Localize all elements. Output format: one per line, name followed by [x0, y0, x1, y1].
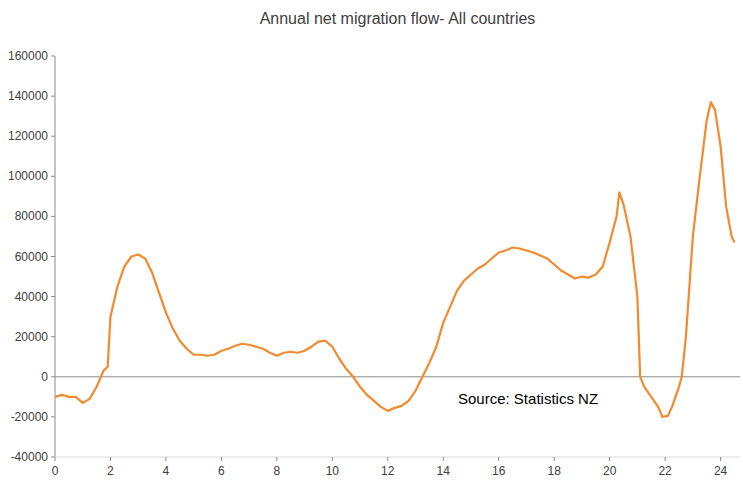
x-tick — [665, 457, 666, 461]
x-tick-label: 0 — [52, 464, 59, 478]
x-tick-label: 18 — [548, 464, 562, 478]
y-tick — [51, 56, 55, 57]
chart-svg: Annual net migration flow- All countries… — [0, 0, 743, 504]
y-tick — [51, 457, 55, 458]
y-tick-label: 0 — [41, 370, 48, 384]
x-tick — [332, 457, 333, 461]
x-tick — [165, 457, 166, 461]
x-tick — [609, 457, 610, 461]
y-tick — [51, 416, 55, 417]
y-tick-label: 120000 — [8, 129, 48, 143]
x-tick — [498, 457, 499, 461]
x-tick-label: 16 — [492, 464, 506, 478]
y-tick-label: -40000 — [11, 450, 49, 464]
y-tick — [51, 136, 55, 137]
plot-area — [55, 102, 734, 417]
y-tick — [51, 376, 55, 377]
x-tick — [443, 457, 444, 461]
x-tick-label: 2 — [107, 464, 114, 478]
x-tick — [276, 457, 277, 461]
y-tick-label: -20000 — [11, 410, 49, 424]
y-tick-label: 60000 — [15, 250, 49, 264]
x-tick — [720, 457, 721, 461]
x-tick-label: 12 — [381, 464, 395, 478]
x-tick — [221, 457, 222, 461]
data-line — [55, 102, 734, 417]
x-tick — [110, 457, 111, 461]
source-annotation: Source: Statistics NZ — [458, 390, 598, 407]
x-tick-label: 14 — [437, 464, 451, 478]
y-tick-label: 80000 — [15, 209, 49, 223]
y-tick — [51, 336, 55, 337]
x-axis-line — [55, 376, 740, 377]
x-tick-label: 8 — [274, 464, 281, 478]
x-tick-label: 20 — [603, 464, 617, 478]
x-tick-label: 6 — [218, 464, 225, 478]
y-tick-label: 40000 — [15, 290, 49, 304]
x-tick — [554, 457, 555, 461]
chart-title: Annual net migration flow- All countries — [260, 10, 536, 27]
x-range-line — [55, 457, 740, 458]
y-tick-label: 20000 — [15, 330, 49, 344]
y-tick — [51, 96, 55, 97]
chart-container: Annual net migration flow- All countries… — [0, 0, 743, 504]
y-tick — [51, 176, 55, 177]
y-tick-label: 160000 — [8, 49, 48, 63]
y-tick — [51, 296, 55, 297]
x-tick-label: 22 — [658, 464, 672, 478]
y-tick — [51, 216, 55, 217]
x-tick-label: 10 — [326, 464, 340, 478]
y-tick — [51, 256, 55, 257]
y-tick-label: 100000 — [8, 169, 48, 183]
x-tick-label: 4 — [163, 464, 170, 478]
x-tick-label: 24 — [714, 464, 728, 478]
x-tick — [387, 457, 388, 461]
y-tick-label: 140000 — [8, 89, 48, 103]
x-tick — [55, 457, 56, 461]
